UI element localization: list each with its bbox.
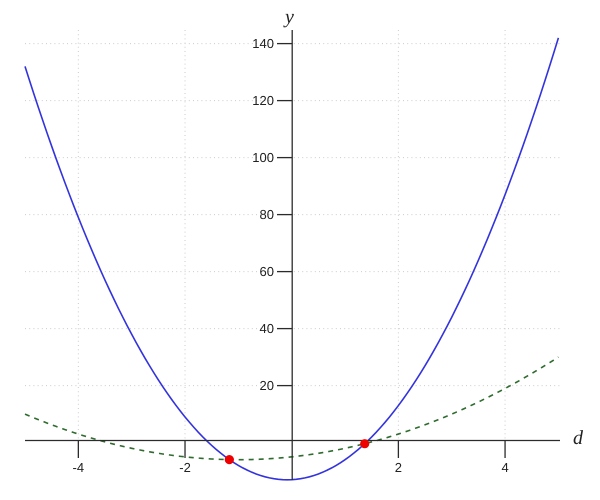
svg-text:2: 2 — [395, 460, 402, 475]
svg-text:60: 60 — [260, 264, 274, 279]
svg-text:40: 40 — [260, 321, 274, 336]
svg-text:d: d — [573, 427, 584, 449]
svg-text:20: 20 — [260, 378, 274, 393]
svg-text:4: 4 — [501, 460, 508, 475]
svg-text:-4: -4 — [73, 460, 85, 475]
svg-text:140: 140 — [252, 36, 274, 51]
svg-text:-2: -2 — [179, 460, 191, 475]
svg-text:100: 100 — [252, 150, 274, 165]
svg-text:80: 80 — [260, 207, 274, 222]
svg-text:y: y — [283, 6, 294, 28]
svg-text:120: 120 — [252, 93, 274, 108]
